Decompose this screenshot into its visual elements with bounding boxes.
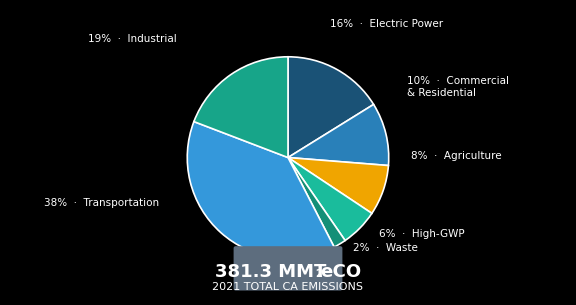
Wedge shape (288, 158, 388, 213)
Wedge shape (187, 122, 334, 258)
Text: e: e (321, 264, 333, 282)
Wedge shape (288, 158, 372, 241)
Text: 8%  ·  Agriculture: 8% · Agriculture (411, 151, 502, 160)
Text: 6%  ·  High-GWP: 6% · High-GWP (378, 229, 464, 239)
Text: 19%  ·  Industrial: 19% · Industrial (89, 34, 177, 44)
Text: 10%  ·  Commercial
& Residential: 10% · Commercial & Residential (407, 76, 509, 98)
Text: 2: 2 (316, 269, 323, 279)
Text: 2%  ·  Waste: 2% · Waste (354, 243, 418, 253)
Wedge shape (288, 104, 389, 166)
Text: 16%  ·  Electric Power: 16% · Electric Power (330, 19, 444, 29)
Text: 381.3 MMT CO: 381.3 MMT CO (215, 264, 361, 282)
Text: 2021 TOTAL CA EMISSIONS: 2021 TOTAL CA EMISSIONS (213, 282, 363, 292)
Wedge shape (194, 57, 288, 158)
FancyBboxPatch shape (234, 246, 342, 291)
Text: 38%  ·  Transportation: 38% · Transportation (44, 198, 159, 208)
Wedge shape (288, 57, 374, 158)
Wedge shape (288, 158, 345, 247)
